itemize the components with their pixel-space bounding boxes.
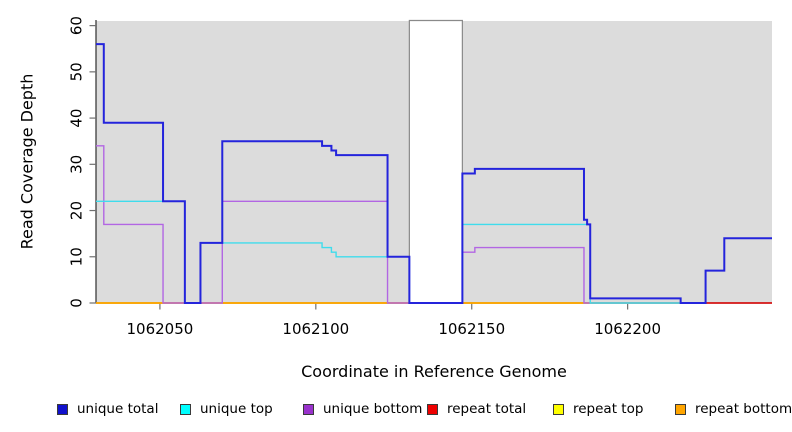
y-tick-label: 50 — [68, 62, 86, 81]
y-axis-title: Read Coverage Depth — [17, 73, 37, 250]
x-tick-label: 1062200 — [594, 320, 661, 338]
x-tick-label: 1062050 — [127, 320, 194, 338]
legend-swatch-icon — [675, 403, 686, 415]
x-axis-title: Coordinate in Reference Genome — [301, 362, 567, 381]
legend-swatch-icon — [180, 403, 191, 415]
legend-swatch-icon — [553, 403, 564, 415]
legend-item-unique-total: unique total — [57, 401, 158, 417]
no-data-band — [409, 20, 463, 303]
legend-label: repeat bottom — [695, 401, 792, 417]
y-tick-label: 20 — [68, 201, 86, 220]
legend-item-repeat-top: repeat top — [553, 401, 643, 417]
y-tick-label: 10 — [68, 247, 86, 266]
no-data-band-border — [408, 19, 463, 303]
plot-canvas: 0 10 20 30 40 50 60 1062050 1062100 1062150 106220… — [68, 16, 772, 338]
legend-item-unique-top: unique top — [180, 401, 273, 417]
legend-swatch-icon — [427, 403, 438, 415]
legend-label: unique bottom — [323, 401, 423, 417]
legend-swatch-icon — [303, 403, 314, 415]
legend-item-unique-bottom: unique bottom — [303, 401, 422, 417]
legend-item-repeat-total: repeat total — [427, 401, 526, 417]
legend-label: unique top — [200, 401, 273, 417]
y-tick-label: 0 — [68, 298, 86, 308]
x-tick-label: 1062100 — [282, 320, 349, 338]
legend-label: repeat total — [447, 401, 527, 417]
legend-label: unique total — [77, 401, 159, 417]
y-tick-label: 60 — [68, 16, 86, 35]
y-tick-label: 30 — [68, 155, 86, 174]
legend-label: repeat top — [573, 401, 644, 417]
x-tick-label: 1062150 — [438, 320, 505, 338]
y-tick-label: 40 — [68, 109, 86, 128]
legend-item-repeat-bottom: repeat bottom — [675, 401, 792, 417]
series-unique-total — [96, 43, 772, 304]
legend-swatch-icon — [57, 403, 68, 415]
